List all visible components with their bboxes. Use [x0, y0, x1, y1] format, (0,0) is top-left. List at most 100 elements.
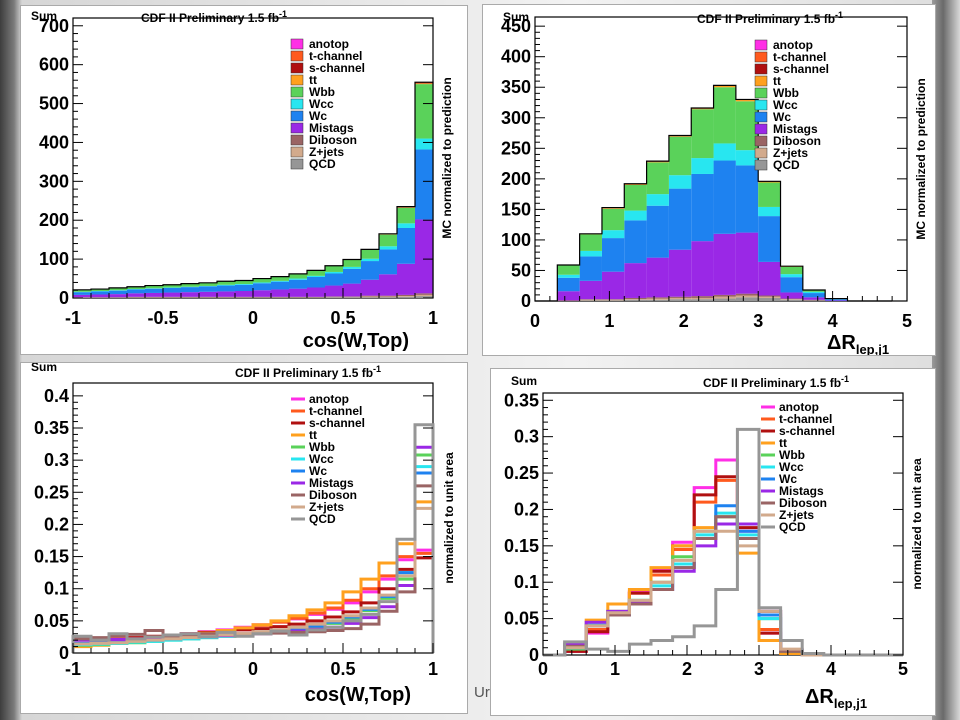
stack-bar-qcd [343, 297, 361, 298]
stack-bar-wcc [397, 223, 415, 228]
stack-bar-qcd [397, 296, 415, 298]
legend-swatch-diboson [754, 135, 768, 147]
stack-bar-mistags [397, 263, 415, 295]
stack-bar-wbb [163, 284, 181, 288]
stack-bar-wbb [181, 283, 199, 287]
stack-bar-mistags [825, 300, 848, 301]
stack-bar-wcc [624, 210, 647, 221]
y-tick-label: 0.15 [504, 536, 539, 556]
legend-swatch-diboson [290, 134, 304, 146]
legend-label-tchan: t-channel [309, 49, 362, 63]
legend-swatch-wc [754, 111, 768, 123]
stack-bar-z-jets [735, 295, 759, 298]
legend-label-tt: tt [779, 436, 787, 450]
stack-total-outline [535, 84, 893, 302]
stack-bar-qcd [780, 299, 803, 301]
stack-bar-wc [415, 149, 433, 220]
stack-bar-mistags [735, 232, 759, 294]
stack-bar-z-jets [668, 297, 692, 300]
legend-swatch-wcc [290, 98, 304, 110]
y-tick-label: 0.2 [44, 514, 69, 534]
stack-bar-wcc [579, 250, 602, 257]
y-tick-label: 300 [501, 108, 531, 128]
stack-bar-qcd [668, 299, 692, 301]
legend-swatch-tt [754, 75, 768, 87]
stack-bar-wc [127, 289, 145, 294]
y-tick-label: 0.25 [504, 463, 539, 483]
stack-bar-mistags [601, 271, 625, 300]
sum-label: Sum [503, 10, 529, 24]
stack-bar-mistags [271, 289, 289, 297]
stack-bar-s-channel [415, 82, 433, 84]
x-tick-label: 1 [610, 659, 620, 679]
stack-bar-diboson [601, 299, 625, 300]
legend-label-qcd: QCD [309, 512, 336, 526]
stack-bar-wbb [235, 280, 253, 284]
legend-swatch-schan [290, 62, 304, 74]
stack-bar-qcd [758, 297, 781, 301]
y-tick-label: 0.05 [504, 609, 539, 629]
stack-bar-wcc [361, 258, 379, 262]
x-tick-label: 0 [538, 659, 548, 679]
stack-bar-wbb [601, 208, 625, 231]
cdf-header: CDF II Preliminary 1.5 fb-1 [235, 364, 381, 380]
legend-swatch-qcd [754, 159, 768, 171]
legend-label-tchan: t-channel [309, 404, 362, 418]
y-tick-label: 150 [501, 199, 531, 219]
legend-label-wbb: Wbb [779, 448, 805, 462]
legend-label-wbb: Wbb [309, 85, 335, 99]
stack-bar-wcc [646, 194, 669, 206]
stack-bar-z-jets [691, 297, 714, 300]
legend-swatch-qcd [290, 158, 304, 170]
stack-bar-mistags [163, 292, 181, 297]
footer-text: Ur [474, 684, 490, 701]
stack-bar-wc [109, 290, 127, 295]
stack-bar-wc [557, 277, 580, 292]
stack-bar-wcc [253, 282, 271, 284]
stack-bar-wbb [217, 281, 235, 285]
chart-panel-3: 0 0.05 0.1 0.15 0.2 0.25 0.3 0.35 0.4 -1 -0.5 0 0.5 1… [20, 360, 468, 714]
x-axis-label: ΔRlep,j1 [805, 686, 867, 711]
y-tick-label: 0.2 [514, 499, 539, 519]
stack-bar-wbb [758, 182, 781, 207]
stack-bar-wcc [691, 158, 714, 174]
stack-bar-diboson [802, 299, 826, 301]
stack-bar-z-jets [713, 296, 736, 299]
stack-bar-tt [601, 208, 625, 209]
stack-bar-wbb [271, 276, 289, 281]
stack-bar-z-jets [361, 296, 379, 298]
cdf-header: CDF II Preliminary 1.5 fb-1 [703, 374, 849, 390]
legend-label-diboson: Diboson [309, 133, 357, 147]
stack-bar-z-jets [780, 299, 803, 300]
x-tick-label: -1 [65, 659, 81, 679]
legend-swatch-mistags [290, 122, 304, 134]
stack-bar-wcc [289, 278, 307, 280]
stack-bar-wbb [691, 109, 714, 159]
stack-bar-wbb [646, 162, 669, 195]
legend-label-tt: tt [773, 74, 781, 88]
x-tick-label: 4 [828, 311, 838, 331]
legend-label-anotop: anotop [309, 37, 349, 51]
y-tick-label: 0.25 [34, 482, 69, 502]
stack-bar-wc [379, 249, 397, 275]
stack-bar-wbb [289, 273, 307, 279]
legend-label-zjets: Z+jets [779, 508, 814, 522]
x-tick-label: 5 [902, 311, 912, 331]
y-tick-label: 400 [39, 132, 69, 152]
x-tick-label: 3 [753, 311, 763, 331]
stack-bar-wc [199, 286, 217, 292]
stack-bar-wcc [668, 175, 692, 189]
stack-bar-wbb [379, 234, 397, 247]
legend-swatch-zjets [290, 146, 304, 158]
stack-bar-mistags [253, 290, 271, 297]
chart-dr-shapes: 0 0.05 0.1 0.15 0.2 0.25 0.3 0.35 0 1 2 3 4 5 Sum CDF I… [504, 374, 924, 711]
stack-bar-qcd [713, 298, 736, 301]
stack-total-outline [72, 81, 434, 298]
legend-label-wc: Wc [309, 464, 327, 478]
legend-label-tchan: t-channel [773, 50, 826, 64]
legend-label-zjets: Z+jets [309, 500, 344, 514]
stack-bar-wcc [379, 246, 397, 250]
stack-bar-diboson [735, 293, 759, 296]
y-tick-label: 0 [529, 645, 539, 665]
y-tick-label: 250 [501, 138, 531, 158]
